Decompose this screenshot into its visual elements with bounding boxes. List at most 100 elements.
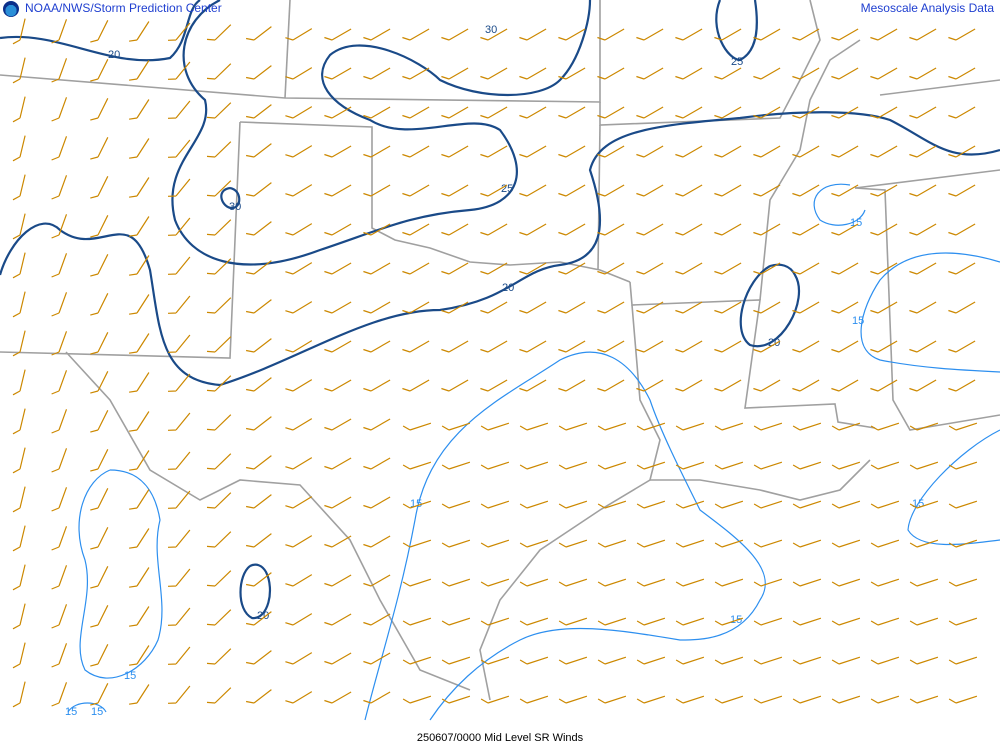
wind-barb xyxy=(51,292,68,317)
noaa-logo xyxy=(3,1,19,17)
wind-barb xyxy=(12,642,26,669)
wind-barb xyxy=(480,145,508,158)
wind-barb xyxy=(363,145,391,158)
wind-barb xyxy=(597,539,627,548)
wind-barb xyxy=(285,418,313,431)
wind-barb xyxy=(714,500,744,509)
wind-barb xyxy=(948,262,976,275)
wind-barb xyxy=(324,262,352,275)
wind-barb xyxy=(558,301,586,314)
wind-barb xyxy=(714,379,742,392)
map-caption: 250607/0000 Mid Level SR Winds xyxy=(416,732,584,744)
wind-barb xyxy=(831,422,861,431)
wind-barb xyxy=(909,500,939,509)
wind-barb xyxy=(675,695,705,704)
wind-barb xyxy=(597,28,625,41)
wind-barb xyxy=(480,656,510,665)
wind-barb xyxy=(597,578,627,587)
wind-barb xyxy=(206,453,232,470)
wind-barb xyxy=(519,223,547,236)
wind-barb xyxy=(753,695,783,704)
wind-barb xyxy=(90,215,109,238)
wind-barb xyxy=(792,340,820,353)
wind-barb xyxy=(519,106,547,119)
wind-barb xyxy=(206,258,232,275)
wind-barb xyxy=(51,448,68,473)
wind-barb xyxy=(285,145,313,158)
wind-barb xyxy=(870,340,898,353)
wind-barb xyxy=(831,539,861,548)
wind-barb xyxy=(636,461,666,470)
state-borders xyxy=(0,0,1000,701)
wind-barb xyxy=(519,301,547,314)
wind-barb xyxy=(245,260,272,275)
wind-barb xyxy=(714,539,744,548)
wind-barb xyxy=(206,609,232,626)
wind-barb xyxy=(870,617,900,626)
wind-barb xyxy=(831,67,859,80)
wind-barb xyxy=(324,67,352,80)
contour-labels: 20 30 25 30 25 20 15 15 20 15 15 20 15 1… xyxy=(65,24,924,718)
wind-barb xyxy=(753,617,783,626)
wind-barb xyxy=(870,461,900,470)
wind-barb xyxy=(245,65,272,80)
wind-barb xyxy=(792,106,820,119)
wind-barb xyxy=(870,500,900,509)
wind-barb xyxy=(909,145,937,158)
wind-barb xyxy=(12,486,26,513)
wind-barb xyxy=(870,379,898,392)
wind-barb xyxy=(12,330,26,357)
wind-barb xyxy=(441,656,471,665)
wind-barb xyxy=(675,617,705,626)
wind-barb xyxy=(51,643,68,668)
wind-barb xyxy=(441,301,469,314)
wind-barb xyxy=(129,372,150,393)
wind-barb xyxy=(206,375,232,392)
wind-barb xyxy=(597,656,627,665)
wind-barb xyxy=(324,418,352,431)
wind-barb xyxy=(480,184,508,197)
wind-barb xyxy=(558,461,588,470)
wind-barb xyxy=(558,223,586,236)
wind-barb xyxy=(948,500,978,509)
wind-barb xyxy=(12,174,26,201)
contour-label: 15 xyxy=(850,217,862,229)
contour-label: 20 xyxy=(108,49,120,61)
wind-barb xyxy=(519,539,549,548)
wind-barb xyxy=(363,418,391,431)
wind-barb xyxy=(636,67,664,80)
wind-barb xyxy=(948,695,978,704)
wind-barb xyxy=(441,262,469,275)
wind-barb xyxy=(870,184,898,197)
wind-barb xyxy=(714,184,742,197)
wind-barb xyxy=(51,565,68,590)
wind-barb xyxy=(753,379,781,392)
wind-barb xyxy=(948,656,978,665)
wind-barb xyxy=(12,96,26,123)
wind-barb xyxy=(597,223,625,236)
wind-barb xyxy=(129,138,150,159)
wind-barb xyxy=(909,617,939,626)
wind-barb xyxy=(480,340,508,353)
wind-barb xyxy=(285,184,313,197)
wind-barb xyxy=(402,539,432,548)
wind-barb xyxy=(90,449,109,472)
wind-barb xyxy=(831,262,859,275)
wind-barb xyxy=(558,500,588,509)
wind-barb xyxy=(558,379,586,392)
wind-barb xyxy=(909,379,937,392)
strong-contours xyxy=(0,0,1000,620)
wind-barb xyxy=(129,177,150,198)
wind-barb xyxy=(636,340,664,353)
wind-barb xyxy=(51,253,68,278)
wind-barbs xyxy=(12,18,978,708)
wind-barb xyxy=(675,301,703,314)
wind-barb xyxy=(363,223,391,236)
wind-barb xyxy=(51,19,68,44)
wind-barb xyxy=(167,412,191,431)
wind-barb xyxy=(324,574,352,587)
wind-barb xyxy=(753,67,781,80)
wind-barb xyxy=(948,617,978,626)
contour-label: 30 xyxy=(485,24,497,36)
